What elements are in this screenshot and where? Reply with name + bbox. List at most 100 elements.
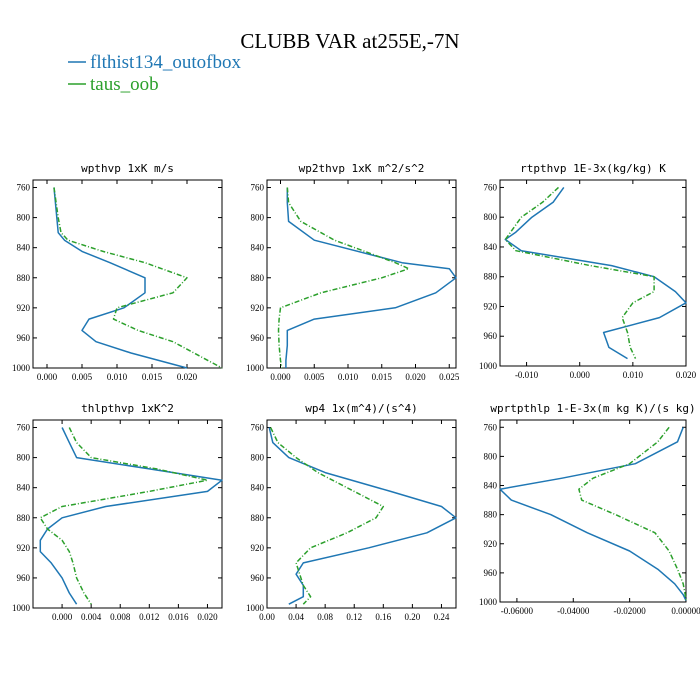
y-tick-label: 920 bbox=[484, 301, 498, 311]
y-tick-label: 880 bbox=[251, 273, 265, 283]
y-tick-label: 920 bbox=[17, 543, 31, 553]
y-tick-label: 800 bbox=[17, 453, 31, 463]
y-tick-label: 960 bbox=[484, 331, 498, 341]
panel-2: wp2thvp 1xK m^2/s^2 760 800 840 880 920 960 100… bbox=[246, 162, 460, 382]
legend: flthist134_outofbox taus_oob bbox=[68, 52, 241, 95]
x-tick-label: 0.016 bbox=[168, 612, 189, 622]
panel-5: wp4 1x(m^4)/(s^4)76080084088092096010000… bbox=[246, 402, 457, 622]
x-tick-label: 0.20 bbox=[405, 612, 421, 622]
y-tick-label: 840 bbox=[484, 242, 498, 252]
x-tick-label: 0.012 bbox=[139, 612, 159, 622]
panel-1: wpthvp 1xK m/s 760 800 840 880 920 960 1000 0.00… bbox=[12, 162, 223, 382]
plot-frame bbox=[266, 419, 457, 609]
x-tick-label: 0.020 bbox=[405, 372, 426, 382]
y-tick-label: 960 bbox=[17, 573, 31, 583]
y-tick-label: 1000 bbox=[246, 363, 265, 373]
x-tick-label: 0.16 bbox=[375, 612, 391, 622]
x-tick-label: -0.06000 bbox=[501, 606, 534, 616]
plot-frame bbox=[499, 179, 687, 367]
x-tick-label: 0.08 bbox=[317, 612, 333, 622]
series-line-taus-oob bbox=[277, 187, 410, 369]
y-tick-label: 880 bbox=[17, 273, 31, 283]
series-line-flthist134 bbox=[285, 187, 457, 368]
panel-3: rtpthvp 1E-3x(kg/kg) K 760 800 840 880 920 960… bbox=[479, 162, 697, 380]
panel-title: rtpthvp 1E-3x(kg/kg) K bbox=[520, 162, 666, 175]
x-tick-label: 0.008 bbox=[110, 612, 131, 622]
x-tick-label: -0.02000 bbox=[614, 606, 647, 616]
x-tick-label: 0.020 bbox=[197, 612, 218, 622]
y-tick-label: 880 bbox=[484, 272, 498, 282]
x-tick-label: -0.04000 bbox=[557, 606, 590, 616]
x-tick-label: 0.000 bbox=[37, 372, 58, 382]
series-line-flthist134 bbox=[504, 186, 687, 360]
x-tick-label: 0.005 bbox=[304, 372, 325, 382]
y-tick-label: 760 bbox=[251, 423, 265, 433]
x-tick-label: 0.00 bbox=[259, 612, 275, 622]
y-tick-label: 1000 bbox=[12, 363, 31, 373]
y-tick-label: 880 bbox=[17, 513, 31, 523]
y-tick-label: 880 bbox=[484, 510, 498, 520]
y-tick-label: 1000 bbox=[479, 361, 498, 371]
y-tick-label: 920 bbox=[251, 543, 265, 553]
series-line-flthist134 bbox=[53, 187, 188, 369]
y-tick-label: 960 bbox=[251, 573, 265, 583]
x-tick-label: 0.000 bbox=[570, 370, 591, 380]
y-tick-label: 920 bbox=[484, 539, 498, 549]
x-tick-label: 0.015 bbox=[142, 372, 163, 382]
x-tick-label: 0.004 bbox=[81, 612, 102, 622]
plot-frame bbox=[32, 179, 223, 369]
panel-title: wp2thvp 1xK m^2/s^2 bbox=[299, 162, 425, 175]
x-tick-label: 0.010 bbox=[107, 372, 128, 382]
x-tick-label: 0.015 bbox=[372, 372, 393, 382]
y-tick-label: 800 bbox=[251, 213, 265, 223]
x-tick-label: 0.005 bbox=[72, 372, 93, 382]
y-tick-label: 1000 bbox=[246, 603, 265, 613]
figure-title: CLUBB VAR at255E,-7N bbox=[240, 29, 459, 53]
panel-title: wpthvp 1xK m/s bbox=[81, 162, 174, 175]
x-tick-label: 0.000 bbox=[270, 372, 291, 382]
x-tick-label: 0.000 bbox=[52, 612, 73, 622]
series-line-flthist134 bbox=[39, 427, 223, 605]
y-tick-label: 920 bbox=[17, 303, 31, 313]
x-tick-label: 0.00000 bbox=[671, 606, 700, 616]
x-tick-label: 0.025 bbox=[439, 372, 460, 382]
series-line-taus-oob bbox=[39, 427, 209, 605]
y-tick-label: 800 bbox=[17, 213, 31, 223]
x-tick-label: 0.010 bbox=[623, 370, 644, 380]
y-tick-label: 960 bbox=[251, 333, 265, 343]
legend-label-taus-oob: taus_oob bbox=[90, 74, 159, 95]
y-tick-label: 1000 bbox=[479, 597, 498, 607]
x-tick-label: 0.020 bbox=[177, 372, 198, 382]
x-tick-label: 0.24 bbox=[434, 612, 450, 622]
y-tick-label: 840 bbox=[251, 483, 265, 493]
y-tick-label: 960 bbox=[17, 333, 31, 343]
panel-title: wp4 1x(m^4)/(s^4) bbox=[305, 402, 418, 415]
y-tick-label: 920 bbox=[251, 303, 265, 313]
legend-label-flthist134: flthist134_outofbox bbox=[90, 52, 241, 73]
y-tick-label: 800 bbox=[484, 212, 498, 222]
x-tick-label: 0.010 bbox=[338, 372, 359, 382]
plot-frame bbox=[32, 419, 223, 609]
series-line-taus-oob bbox=[269, 427, 385, 605]
y-tick-label: 760 bbox=[17, 423, 31, 433]
y-tick-label: 840 bbox=[17, 243, 31, 253]
series-line-taus-oob bbox=[578, 426, 687, 601]
y-tick-label: 800 bbox=[251, 453, 265, 463]
x-tick-label: -0.010 bbox=[515, 370, 539, 380]
y-tick-label: 800 bbox=[484, 451, 498, 461]
series-line-taus-oob bbox=[504, 186, 655, 359]
y-tick-label: 760 bbox=[251, 183, 265, 193]
panel-title: thlpthvp 1xK^2 bbox=[81, 402, 174, 415]
y-tick-label: 960 bbox=[484, 568, 498, 578]
y-tick-label: 840 bbox=[251, 243, 265, 253]
y-tick-label: 1000 bbox=[12, 603, 31, 613]
x-tick-label: 0.04 bbox=[288, 612, 304, 622]
x-tick-label: 0.020 bbox=[676, 370, 697, 380]
plot-frame bbox=[266, 179, 457, 369]
y-tick-label: 840 bbox=[484, 481, 498, 491]
series-line-taus-oob bbox=[53, 187, 223, 369]
panels-group: wpthvp 1xK m/s76080084088092096010000.00… bbox=[12, 162, 700, 622]
series-line-flthist134 bbox=[499, 427, 687, 601]
